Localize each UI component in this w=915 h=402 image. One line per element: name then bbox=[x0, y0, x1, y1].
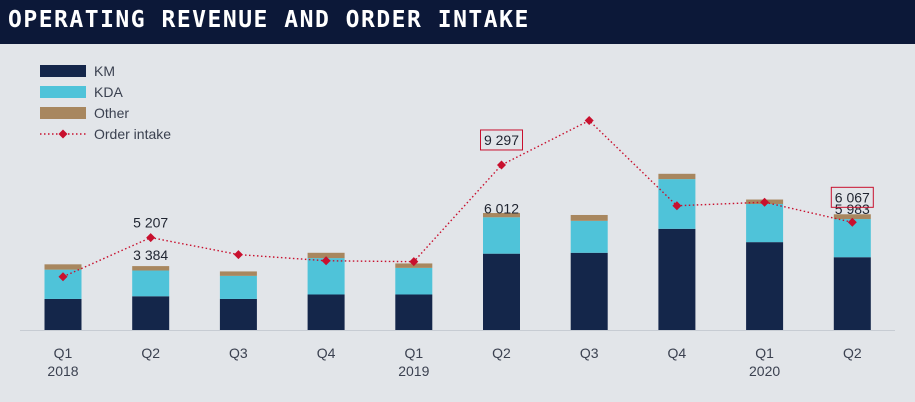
legend-label-2: KDA bbox=[94, 84, 123, 100]
bar-km-6 bbox=[483, 253, 520, 330]
data-label-5: 5 983 bbox=[835, 201, 870, 217]
bar-kda-2 bbox=[132, 270, 170, 297]
bar-other-8 bbox=[658, 173, 696, 180]
bar-km-2 bbox=[132, 296, 170, 330]
chart-title: OPERATING REVENUE AND ORDER INTAKE bbox=[8, 7, 530, 33]
bar-km-10 bbox=[833, 257, 871, 330]
bar-other-2 bbox=[132, 266, 170, 271]
bar-km-1 bbox=[44, 298, 82, 330]
bar-other-10 bbox=[833, 214, 871, 220]
order-intake-point-6 bbox=[497, 160, 506, 170]
bar-km-3 bbox=[219, 298, 257, 330]
order-intake-point-10 bbox=[847, 217, 857, 227]
legend-label-1: KM bbox=[94, 63, 115, 79]
bar-kda-3 bbox=[219, 275, 257, 299]
x-tick-year-9: 2020 bbox=[749, 363, 780, 379]
bar-kda-5 bbox=[395, 267, 433, 295]
bar-km-8 bbox=[658, 228, 696, 330]
bar-km-7 bbox=[570, 252, 608, 330]
data-label-1: 5 207 bbox=[133, 215, 168, 231]
order-intake-point-5 bbox=[409, 257, 419, 267]
data-label-6: 6 067 bbox=[835, 189, 870, 205]
bar-kda-9 bbox=[746, 203, 784, 243]
bar-kda-7 bbox=[570, 220, 608, 253]
legend-swatch-1 bbox=[40, 65, 86, 77]
bar-km-5 bbox=[395, 294, 433, 330]
legend-swatch-3 bbox=[40, 107, 86, 119]
x-tick-label-6: Q2 bbox=[492, 345, 511, 361]
data-label-4: 9 297 bbox=[484, 132, 519, 148]
data-label-box-4 bbox=[480, 129, 523, 151]
order-intake-line bbox=[62, 119, 853, 278]
x-tick-year-1: 2018 bbox=[47, 363, 78, 379]
bar-km-9 bbox=[746, 242, 784, 330]
x-tick-label-8: Q4 bbox=[668, 345, 687, 361]
legend-marker bbox=[58, 129, 68, 139]
data-label-3: 6 012 bbox=[484, 200, 519, 216]
data-label-box-6 bbox=[830, 186, 874, 208]
x-tick-year-5: 2019 bbox=[398, 363, 429, 379]
order-intake-point-8 bbox=[672, 201, 682, 211]
x-tick-label-1: Q1 bbox=[54, 345, 73, 361]
title-bar: OPERATING REVENUE AND ORDER INTAKE bbox=[0, 0, 915, 44]
bar-other-3 bbox=[219, 271, 257, 276]
legend-label-3: Other bbox=[94, 105, 129, 121]
bar-km-4 bbox=[307, 294, 345, 330]
x-tick-label-9: Q1 bbox=[755, 345, 774, 361]
legend-label-4: Order intake bbox=[94, 126, 171, 142]
order-intake-point-9 bbox=[760, 197, 770, 207]
data-label-2: 3 384 bbox=[133, 247, 168, 263]
x-tick-label-4: Q4 bbox=[317, 345, 336, 361]
order-intake-point-1 bbox=[58, 272, 68, 282]
bar-kda-6 bbox=[483, 217, 520, 254]
bar-other-7 bbox=[570, 214, 608, 221]
order-intake-point-3 bbox=[233, 250, 243, 260]
bar-other-6 bbox=[483, 213, 520, 218]
x-tick-label-10: Q2 bbox=[843, 345, 862, 361]
order-intake-point-7 bbox=[584, 116, 594, 126]
x-tick-label-5: Q1 bbox=[404, 345, 423, 361]
bar-other-4 bbox=[307, 252, 345, 259]
order-intake-point-4 bbox=[321, 256, 331, 266]
bar-other-1 bbox=[44, 264, 82, 270]
order-intake-point-2 bbox=[146, 233, 156, 243]
x-tick-label-2: Q2 bbox=[141, 345, 160, 361]
x-tick-label-3: Q3 bbox=[229, 345, 248, 361]
x-tick-label-7: Q3 bbox=[580, 345, 599, 361]
legend-swatch-2 bbox=[40, 86, 86, 98]
